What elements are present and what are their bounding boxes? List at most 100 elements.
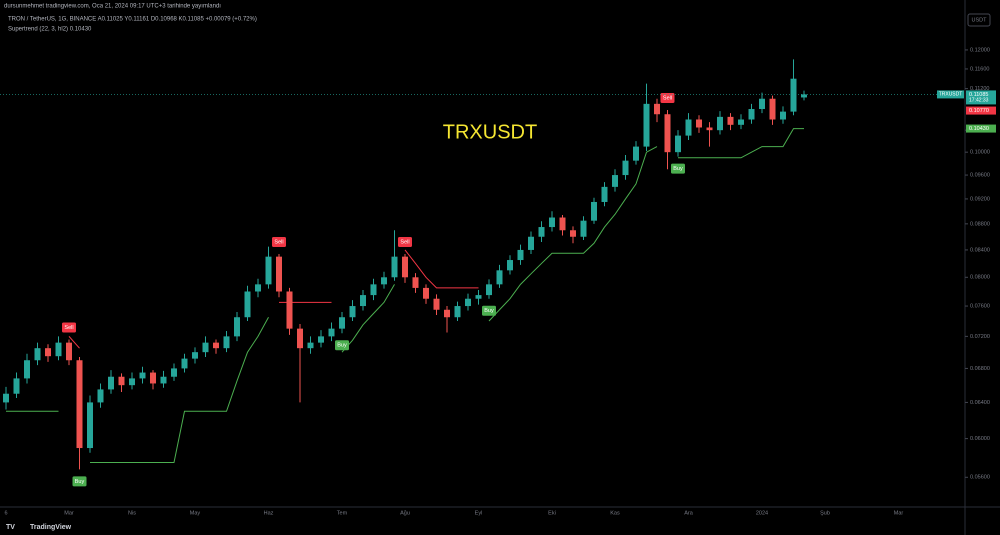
candle-body	[160, 376, 167, 384]
candle-body	[759, 98, 765, 110]
candle-body	[612, 175, 618, 187]
brand-logo: TV	[6, 524, 15, 531]
last-price-box	[966, 90, 996, 105]
symbol-tag-box	[937, 90, 964, 99]
chart-title: TRXUSDT	[443, 121, 537, 143]
candle-body	[213, 342, 219, 349]
candle-body	[549, 217, 555, 228]
candle-body	[129, 378, 135, 386]
signal-label: Sell	[663, 96, 672, 102]
candle-body	[244, 291, 251, 318]
signal-badge	[482, 305, 496, 316]
brand: TradingView	[30, 524, 72, 531]
candle-body	[108, 376, 114, 390]
y-tick-label: 0.07600	[970, 304, 990, 310]
candle-body	[370, 284, 377, 296]
signal-badge	[660, 93, 675, 104]
candle-body	[76, 360, 83, 449]
candle-body	[591, 201, 597, 221]
currency[interactable]: USDT	[972, 17, 988, 23]
price-tag-label: 0.10430	[969, 126, 989, 132]
signal-label: Sell	[400, 239, 409, 245]
candle-body	[706, 127, 713, 131]
candle-body	[643, 103, 650, 147]
candle-body	[465, 298, 471, 307]
candle-body	[402, 256, 408, 278]
candle-body	[118, 376, 125, 386]
x-tick-label: Şub	[820, 510, 830, 516]
y-tick-label: 0.08000	[970, 275, 990, 281]
candle-body	[538, 227, 545, 237]
signal-badge	[671, 163, 685, 174]
x-tick-label: Ara	[684, 510, 694, 516]
candle-body	[717, 116, 723, 131]
x-tick-label: Haz	[264, 510, 274, 516]
last-price-label: 0.11085	[969, 92, 988, 98]
candle-body	[265, 256, 272, 285]
candle-body	[454, 306, 461, 318]
candle-body	[181, 358, 188, 369]
candle-body	[381, 277, 387, 285]
signal-label: Buy	[673, 166, 683, 172]
candle-body	[412, 277, 419, 288]
candle-body	[45, 348, 51, 357]
candle-body	[790, 78, 797, 112]
candle-body	[675, 135, 681, 153]
candle-body	[748, 109, 755, 120]
candle-body	[475, 295, 482, 299]
x-tick-label: Ağu	[400, 510, 410, 516]
candle-body	[66, 342, 72, 361]
countdown: 17:42:33	[969, 98, 989, 104]
y-tick-label: 0.09200	[970, 196, 990, 202]
candle-body	[738, 119, 744, 125]
candle-body	[339, 317, 345, 329]
candle-body	[769, 98, 776, 120]
candle-body	[622, 160, 629, 176]
indicator-legend: Supertrend (22, 3, hl2) 0.10430	[8, 27, 92, 33]
candle-body	[328, 328, 335, 337]
x-tick-label: 6	[4, 510, 7, 516]
candle-body	[559, 217, 566, 231]
candle-body	[97, 389, 104, 403]
signal-badge	[72, 476, 87, 487]
signal-badge	[335, 340, 349, 351]
price-tag-box	[966, 106, 996, 115]
symbol-legend: TRON / TetherUS, 1G, BINANCE A0.11025 Y0…	[8, 17, 257, 23]
candle-body	[202, 342, 209, 353]
signal-badge	[398, 236, 412, 247]
candle-body	[423, 287, 429, 299]
x-tick-label: Tem	[337, 510, 348, 516]
price-tag-box	[966, 124, 996, 133]
candle-body	[255, 284, 261, 292]
candle-body	[349, 306, 356, 318]
candle-body	[633, 146, 639, 161]
signal-label: Sell	[274, 239, 283, 245]
candle-body	[486, 284, 492, 296]
currency-box[interactable]	[967, 13, 991, 27]
y-tick-label: 0.06800	[970, 366, 990, 372]
x-tick-label: Mar	[64, 510, 74, 516]
candle-body	[685, 119, 692, 136]
candle-body	[318, 336, 324, 343]
candle-body	[87, 402, 93, 449]
candle-body	[654, 103, 660, 115]
y-tick-label: 0.06000	[970, 436, 990, 442]
candle-body	[664, 114, 671, 153]
candle-body	[34, 348, 41, 361]
candle-body	[433, 298, 440, 310]
signal-label: Buy	[337, 343, 347, 349]
candle-body	[286, 291, 293, 329]
candle-body	[234, 317, 240, 337]
supertrend-line	[6, 128, 804, 463]
candle-body	[580, 220, 587, 237]
candle-body	[780, 111, 786, 120]
candle-body	[696, 119, 702, 128]
signal-badge	[272, 236, 286, 247]
candle-body	[360, 295, 366, 307]
y-tick-label: 0.06400	[970, 400, 990, 406]
y-tick-label: 0.11600	[970, 66, 989, 72]
candle-body	[570, 230, 576, 237]
candle-body	[192, 352, 198, 359]
candle-body	[3, 393, 9, 403]
candle-body	[496, 270, 503, 285]
